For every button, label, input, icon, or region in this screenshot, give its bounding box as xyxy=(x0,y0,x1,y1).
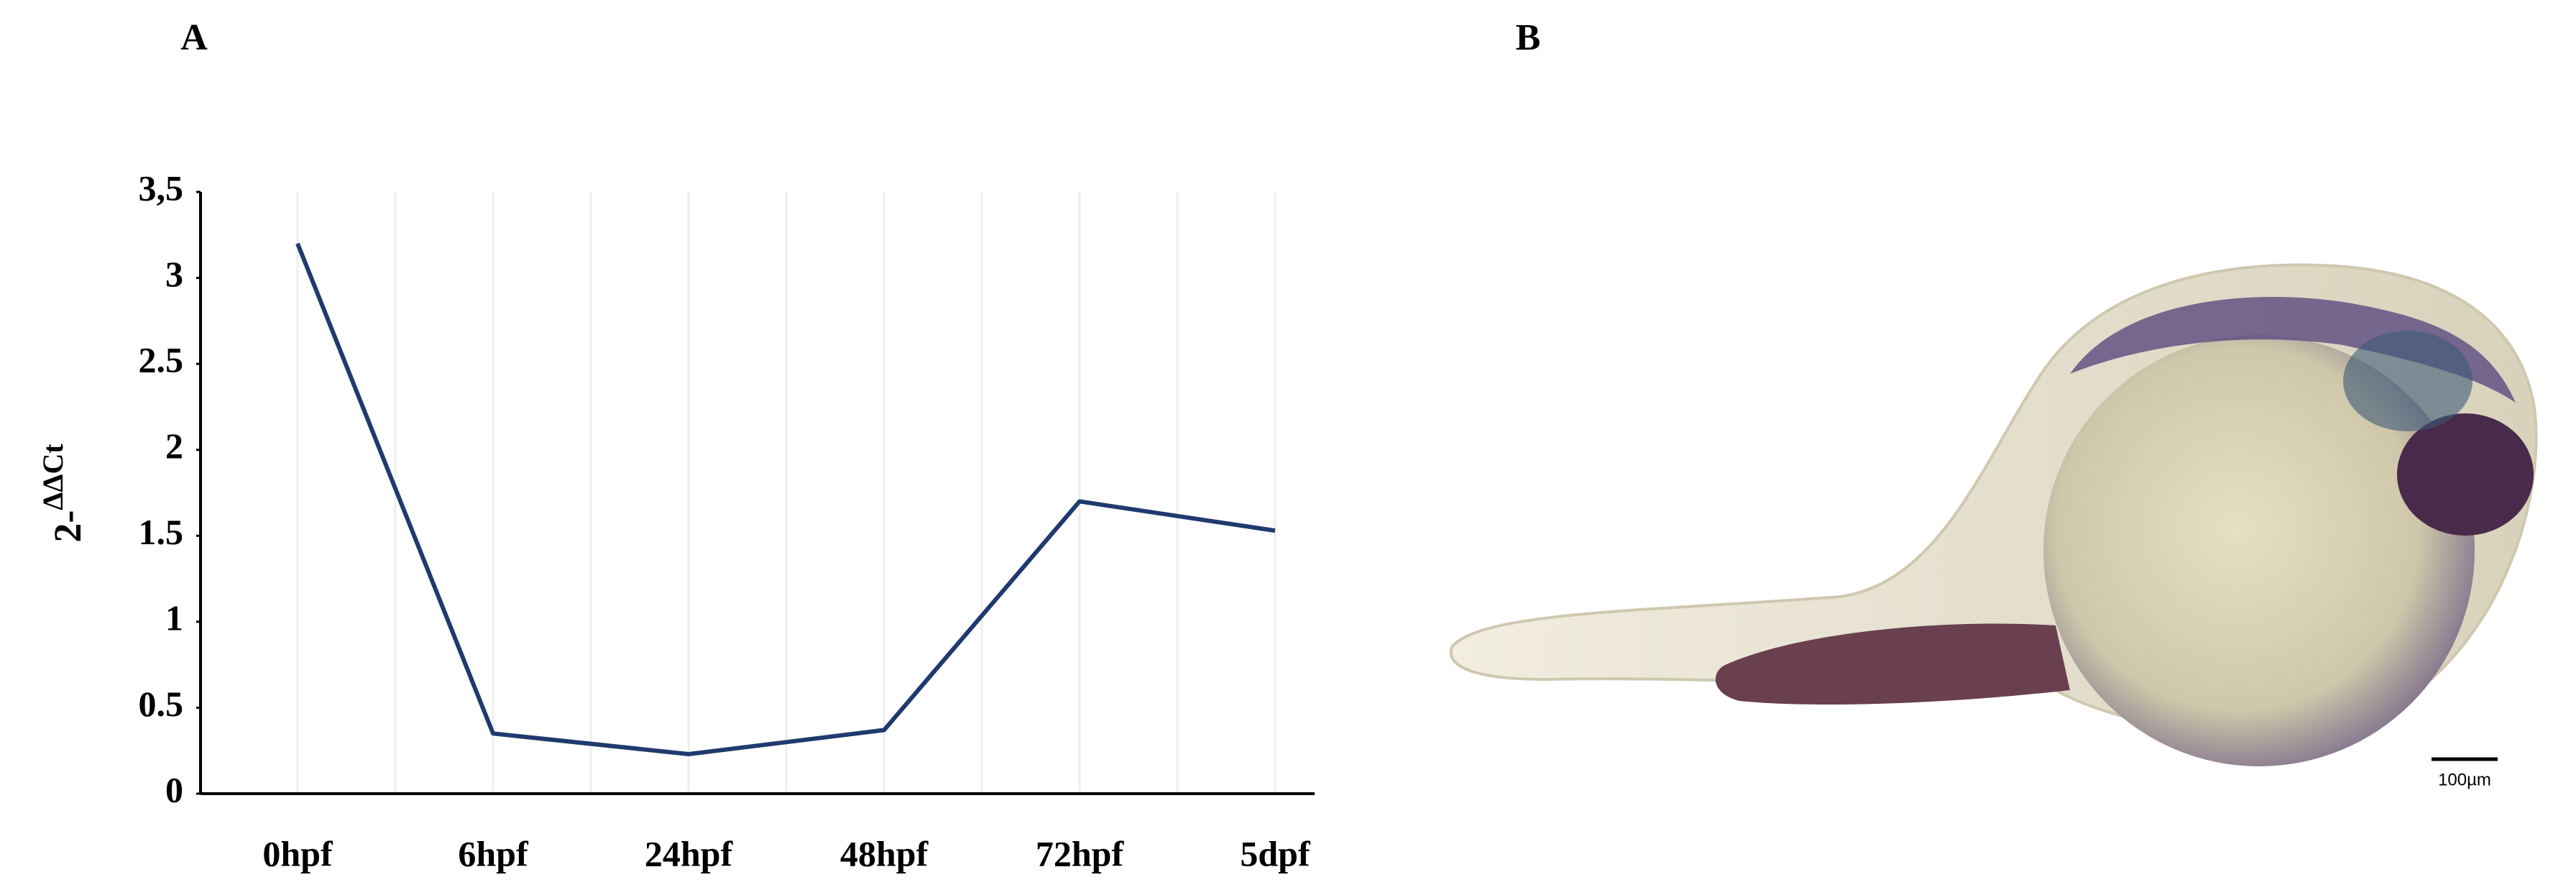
scale-bar-label: 100µm xyxy=(2438,770,2491,789)
panel-label: B xyxy=(1516,17,1541,58)
x-tick-label: 0hpf xyxy=(262,833,334,873)
y-tick-label: 1.5 xyxy=(139,512,184,552)
y-tick-label: 3,5 xyxy=(139,168,184,208)
x-tick-label: 5dpf xyxy=(1240,833,1311,873)
x-tick-label: 72hpf xyxy=(1036,833,1125,873)
y-axis-label-exponent: ΔΔCt xyxy=(37,444,69,510)
x-tick-label: 24hpf xyxy=(645,833,734,873)
y-tick-label: 1 xyxy=(165,597,183,638)
data-line xyxy=(295,242,1276,756)
embryo-image: 100µm xyxy=(1449,263,2538,789)
y-tick-label: 0 xyxy=(165,769,183,809)
y-tick-label: 2.5 xyxy=(139,340,184,380)
y-tick-label: 3 xyxy=(165,254,183,294)
y-axis-label: 2-ΔΔCt xyxy=(37,444,89,543)
y-axis-label-base: 2- xyxy=(46,510,89,543)
x-tick-label: 48hpf xyxy=(840,833,929,873)
y-tick-label: 0.5 xyxy=(139,684,184,724)
panel-label: A xyxy=(180,17,208,58)
y-tick-label: 2 xyxy=(165,426,183,466)
x-tick-label: 6hpf xyxy=(458,833,529,873)
